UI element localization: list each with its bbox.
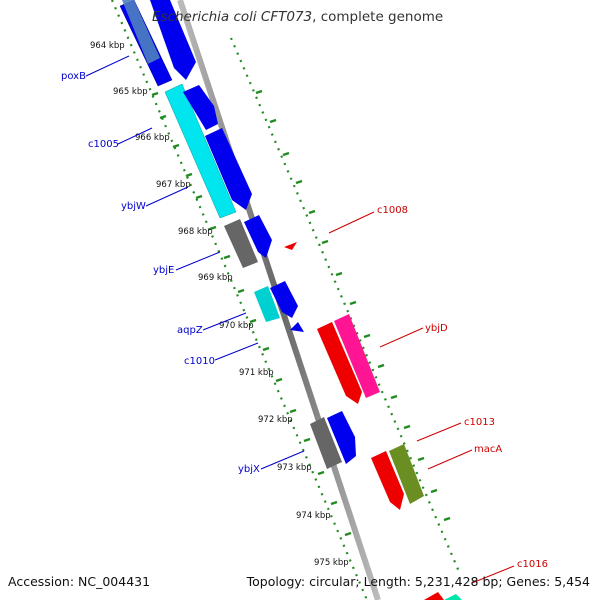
feature-ybjD-pink[interactable] [334, 314, 380, 398]
gene-label-ybjE: ybjE [153, 265, 174, 276]
major-ticks [151, 89, 451, 537]
gene-label-poxB: poxB [61, 71, 86, 82]
map-title: Escherichia coli CFT073, complete genome [152, 9, 443, 25]
accession-text: Accession: NC_004431 [8, 574, 151, 589]
organism-name: Escherichia coli CFT073 [152, 9, 313, 25]
feature-c1008-arrow[interactable] [284, 242, 297, 250]
feature-poxB-track[interactable] [119, 0, 173, 87]
inner-tick-ring [110, 0, 369, 600]
outer-tick-ring [229, 37, 462, 575]
tick-label: 966 kbp [135, 133, 170, 143]
feature-ybjD-red[interactable] [317, 322, 362, 404]
tick-label: 967 kbp [156, 180, 191, 190]
feature-c1013-red[interactable] [371, 451, 404, 510]
tick-label: 974 kbp [296, 511, 331, 521]
tick-label: 975 kbp [314, 558, 349, 568]
tick-label: 965 kbp [113, 87, 148, 97]
gene-label-ybjW: ybjW [121, 201, 146, 212]
tick-label: 969 kbp [198, 273, 233, 283]
feature-ybjW[interactable] [205, 128, 252, 210]
feature-ybjE-gray[interactable] [224, 219, 258, 268]
gene-label-ybjX: ybjX [238, 464, 260, 475]
gene-label-c1005: c1005 [88, 139, 119, 150]
tick-label: 964 kbp [90, 41, 125, 51]
tick-labels: 964 kbp 965 kbp 966 kbp 967 kbp 968 kbp … [90, 41, 349, 568]
gene-labels-left[interactable]: poxB c1005 ybjW ybjE aqpZ c1010 ybjX [61, 55, 305, 475]
tick-label: 970 kbp [219, 321, 254, 331]
tick-label: 972 kbp [258, 415, 293, 425]
feature-macA-olive[interactable] [389, 444, 424, 504]
feature-c1010-arrow[interactable] [290, 322, 304, 332]
gene-label-aqpZ: aqpZ [177, 325, 203, 336]
feature-blue-966[interactable] [183, 85, 218, 130]
gene-label-ybjD: ybjD [425, 323, 448, 334]
tick-label: 973 kbp [277, 463, 312, 473]
feature-arrow-top[interactable] [150, 0, 196, 80]
gene-label-c1008: c1008 [377, 205, 408, 216]
gene-label-c1013: c1013 [464, 417, 495, 428]
feature-aqpZ-cyan[interactable] [254, 286, 280, 322]
tick-label: 968 kbp [178, 227, 213, 237]
feature-ybjX-gray[interactable] [310, 417, 342, 469]
gene-label-macA: macA [474, 444, 502, 455]
gene-label-c1010: c1010 [184, 356, 215, 367]
gene-label-c1016: c1016 [517, 559, 548, 570]
genome-summary: Topology: circular; Length: 5,231,428 bp… [246, 574, 590, 589]
feature-c1005-cyan[interactable] [164, 83, 237, 219]
feature-ybjE-blue[interactable] [244, 215, 272, 258]
tick-label: 971 kbp [239, 368, 274, 378]
feature-ybjX-blue[interactable] [327, 411, 356, 464]
title-suffix: , complete genome [312, 9, 444, 25]
gene-labels-right[interactable]: c1008 ybjD c1013 macA c1016 [328, 205, 548, 584]
feature-aqpZ-blue[interactable] [270, 281, 298, 318]
feature-c1016-stub[interactable] [424, 592, 462, 600]
